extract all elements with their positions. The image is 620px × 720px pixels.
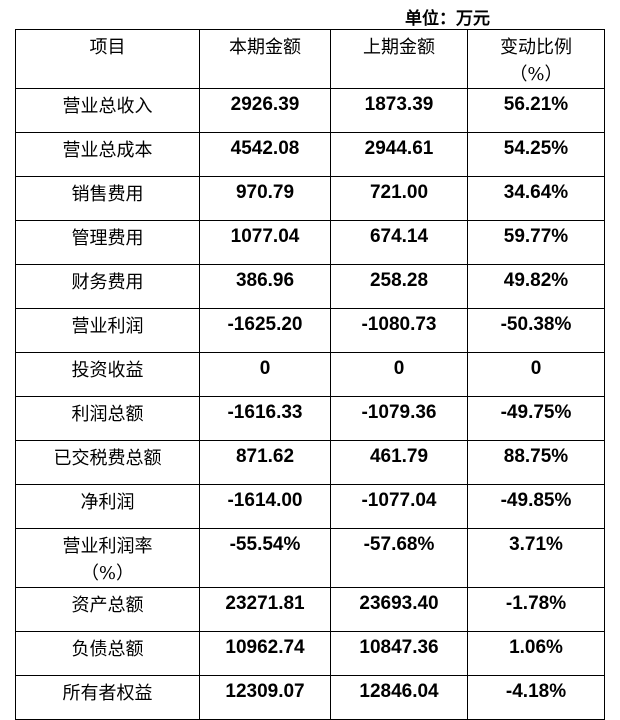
row-item: 净利润 — [15, 484, 200, 529]
row-previous: -57.68% — [330, 528, 468, 588]
header-change-line1: 变动比例 — [500, 37, 572, 58]
table-row: 营业总收入 2926.39 1873.39 56.21% — [15, 88, 605, 133]
row-previous: -1077.04 — [330, 484, 468, 529]
row-previous: 461.79 — [330, 440, 468, 485]
row-previous: 0 — [330, 352, 468, 397]
row-current: -55.54% — [199, 528, 331, 588]
row-item: 营业利润 — [15, 308, 200, 353]
row-current: 0 — [199, 352, 331, 397]
row-change: -49.85% — [467, 484, 605, 529]
row-item: 营业利润率 （%） — [15, 528, 200, 588]
row-item: 利润总额 — [15, 396, 200, 441]
row-change: -49.75% — [467, 396, 605, 441]
row-current: 12309.07 — [199, 675, 331, 720]
row-previous: 2944.61 — [330, 132, 468, 177]
row-current: 2926.39 — [199, 88, 331, 133]
table-row: 净利润 -1614.00 -1077.04 -49.85% — [15, 484, 605, 529]
row-current: 386.96 — [199, 264, 331, 309]
row-previous: 1873.39 — [330, 88, 468, 133]
row-change: 1.06% — [467, 631, 605, 676]
row-previous: 674.14 — [330, 220, 468, 265]
row-change: -1.78% — [467, 587, 605, 632]
row-item: 负债总额 — [15, 631, 200, 676]
table-row: 所有者权益 12309.07 12846.04 -4.18% — [15, 675, 605, 720]
row-previous: 258.28 — [330, 264, 468, 309]
row-item: 营业总成本 — [15, 132, 200, 177]
row-item: 所有者权益 — [15, 675, 200, 720]
row-change: 3.71% — [467, 528, 605, 588]
table-row: 销售费用 970.79 721.00 34.64% — [15, 176, 605, 221]
table-row: 已交税费总额 871.62 461.79 88.75% — [15, 440, 605, 485]
header-current: 本期金额 — [199, 29, 331, 89]
table-row: 资产总额 23271.81 23693.40 -1.78% — [15, 587, 605, 632]
row-item: 财务费用 — [15, 264, 200, 309]
row-change: 56.21% — [467, 88, 605, 133]
row-change: 0 — [467, 352, 605, 397]
table-header-row: 项目 本期金额 上期金额 变动比例 （%） — [15, 29, 605, 89]
row-current: 10962.74 — [199, 631, 331, 676]
header-previous: 上期金额 — [330, 29, 468, 89]
row-current: 23271.81 — [199, 587, 331, 632]
row-item: 管理费用 — [15, 220, 200, 265]
row-previous: -1079.36 — [330, 396, 468, 441]
row-previous: 23693.40 — [330, 587, 468, 632]
row-change: -50.38% — [467, 308, 605, 353]
unit-label: 单位：万元 — [405, 9, 490, 29]
row-change: 34.64% — [467, 176, 605, 221]
financial-summary-table: 项目 本期金额 上期金额 变动比例 （%） 营业总收入 2926.39 1873.39… — [15, 29, 605, 720]
table-row: 营业利润率 （%） -55.54% -57.68% 3.71% — [15, 528, 605, 588]
row-item: 销售费用 — [15, 176, 200, 221]
row-change: 59.77% — [467, 220, 605, 265]
row-change: 88.75% — [467, 440, 605, 485]
row-current: 871.62 — [199, 440, 331, 485]
table-row: 投资收益 0 0 0 — [15, 352, 605, 397]
header-item: 项目 — [15, 29, 200, 89]
table-row: 负债总额 10962.74 10847.36 1.06% — [15, 631, 605, 676]
table-row: 利润总额 -1616.33 -1079.36 -49.75% — [15, 396, 605, 441]
table-row: 管理费用 1077.04 674.14 59.77% — [15, 220, 605, 265]
row-current: 4542.08 — [199, 132, 331, 177]
row-current: 1077.04 — [199, 220, 331, 265]
row-previous: 12846.04 — [330, 675, 468, 720]
row-item: 营业总收入 — [15, 88, 200, 133]
table-row: 营业总成本 4542.08 2944.61 54.25% — [15, 132, 605, 177]
row-change: 54.25% — [467, 132, 605, 177]
row-item: 投资收益 — [15, 352, 200, 397]
row-item: 资产总额 — [15, 587, 200, 632]
header-change: 变动比例 （%） — [467, 29, 605, 89]
row-change: 49.82% — [467, 264, 605, 309]
row-change: -4.18% — [467, 675, 605, 720]
header-change-line2: （%） — [509, 64, 563, 85]
row-previous: -1080.73 — [330, 308, 468, 353]
table-row: 营业利润 -1625.20 -1080.73 -50.38% — [15, 308, 605, 353]
row-item: 已交税费总额 — [15, 440, 200, 485]
row-previous: 10847.36 — [330, 631, 468, 676]
row-current: -1616.33 — [199, 396, 331, 441]
row-previous: 721.00 — [330, 176, 468, 221]
table-row: 财务费用 386.96 258.28 49.82% — [15, 264, 605, 309]
row-current: -1614.00 — [199, 484, 331, 529]
row-current: 970.79 — [199, 176, 331, 221]
row-current: -1625.20 — [199, 308, 331, 353]
